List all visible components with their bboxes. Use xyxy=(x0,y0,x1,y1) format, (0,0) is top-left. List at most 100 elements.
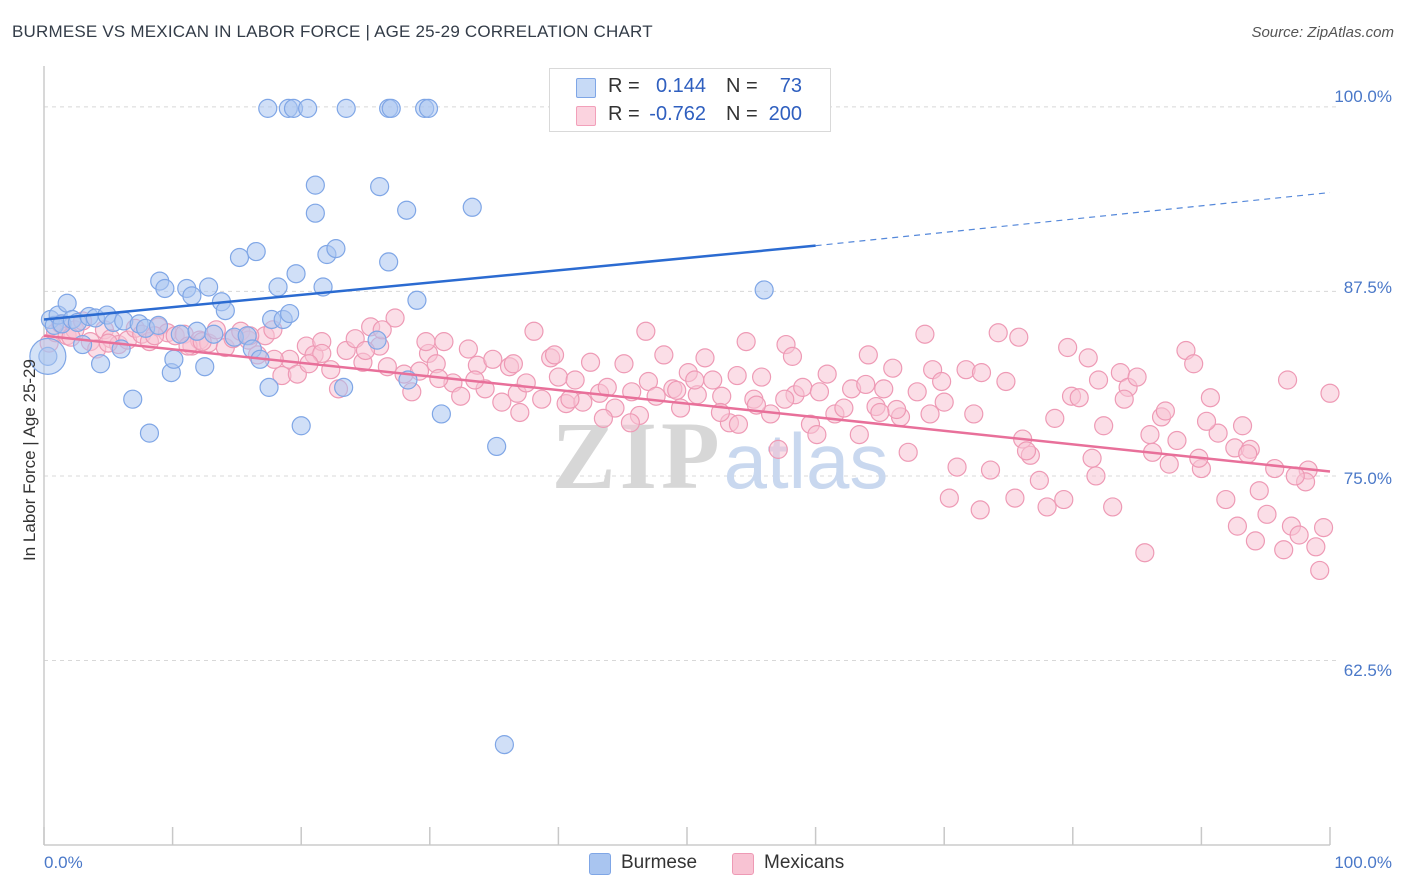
x-tick-label: 0.0% xyxy=(44,853,83,872)
mexicans-point xyxy=(809,382,830,402)
mexicans-point xyxy=(1054,489,1074,510)
mexicans-point xyxy=(1078,348,1098,368)
burmese-point xyxy=(195,357,215,377)
mexicans-point xyxy=(874,379,894,399)
burmese-point xyxy=(487,436,507,457)
mexicans-point xyxy=(548,367,569,387)
mexicans-point xyxy=(483,349,503,369)
mexicans-point xyxy=(1249,481,1269,501)
burmese-point xyxy=(381,98,401,118)
mexicans-point xyxy=(458,339,478,359)
mexicans-point xyxy=(947,457,967,477)
mexicans-point xyxy=(934,392,954,412)
burmese-point xyxy=(418,98,439,118)
mexicans-point xyxy=(1277,370,1298,390)
burmese-point xyxy=(123,389,143,409)
mexicans-point xyxy=(1103,497,1123,517)
legend-row-burmese: R = 0.144 N = 73 xyxy=(550,73,830,101)
mexicans-trend-line xyxy=(43,334,1331,473)
mexicans-point xyxy=(1058,337,1078,358)
mexicans-point xyxy=(1289,525,1309,545)
mexicans-point xyxy=(1016,441,1037,461)
mexicans-point xyxy=(1094,416,1114,436)
n-label: N = xyxy=(726,75,758,97)
y-axis-label: In Labor Force | Age 25-29 xyxy=(20,359,39,561)
burmese-point xyxy=(370,177,390,197)
mexicans-legend-swatch xyxy=(732,853,754,875)
mexicans-point xyxy=(782,346,803,366)
r-label: R = xyxy=(608,75,640,97)
chart-title: BURMESE VS MEXICAN IN LABOR FORCE | AGE … xyxy=(12,22,653,41)
mexicans-point xyxy=(667,380,687,400)
mexicans-point xyxy=(887,399,907,420)
burmese-point xyxy=(334,377,354,397)
mexicans-point xyxy=(1167,430,1187,451)
burmese-point xyxy=(57,293,77,313)
burmese-point xyxy=(204,324,224,344)
mexicans-point xyxy=(939,488,959,508)
mexicans-point xyxy=(1216,489,1236,510)
burmese-point xyxy=(291,416,311,436)
burmese-trend-extension xyxy=(815,191,1331,247)
mexicans-point xyxy=(1088,370,1109,390)
mexicans-point xyxy=(1320,383,1340,403)
burmese-point xyxy=(336,98,356,118)
mexicans-point xyxy=(858,345,878,365)
burmese-trend-line xyxy=(43,244,816,321)
mexicans-point xyxy=(524,321,544,341)
axes xyxy=(43,66,1331,846)
mexicans-point xyxy=(971,363,992,383)
burmese-point xyxy=(155,278,175,299)
mexicans-point xyxy=(856,374,876,395)
mexicans-point xyxy=(703,370,723,390)
burmese-point xyxy=(305,175,325,195)
mexicans-point xyxy=(1069,388,1089,408)
mexicans-point xyxy=(1159,454,1179,474)
mexicans-point xyxy=(1135,543,1155,563)
burmese-point xyxy=(90,354,111,374)
mexicans-point xyxy=(492,392,512,412)
y-tick-label: 62.5% xyxy=(1343,661,1392,680)
mexicans-point xyxy=(793,377,813,397)
mexicans-point xyxy=(807,425,827,445)
mexicans-point xyxy=(817,364,837,384)
burmese-legend-swatch xyxy=(589,853,611,875)
x-tick-label: 100.0% xyxy=(1334,853,1392,872)
mexicans-point xyxy=(510,402,530,423)
mexicans-point xyxy=(970,500,990,520)
mexicans-point xyxy=(451,386,471,406)
mexicans-point xyxy=(1127,367,1147,387)
r-label: R = xyxy=(608,103,640,125)
mexicans-point xyxy=(727,365,747,386)
mexicans-point xyxy=(544,345,565,365)
mexicans-point xyxy=(768,439,788,459)
mexicans-point xyxy=(1140,425,1160,445)
burmese-point-cluster xyxy=(29,337,67,375)
burmese-point xyxy=(258,98,278,118)
mexicans-point xyxy=(565,370,585,390)
burmese-points xyxy=(29,98,774,755)
mexicans-point xyxy=(907,382,927,402)
burmese-point xyxy=(305,203,325,223)
mexicans-point xyxy=(898,442,918,462)
n-value: 73 xyxy=(779,75,802,97)
mexicans-point xyxy=(434,332,454,352)
y-tick-label: 100.0% xyxy=(1334,87,1392,106)
mexicans-point xyxy=(1184,354,1204,374)
mexicans-point xyxy=(834,398,854,418)
burmese-point xyxy=(407,290,427,310)
mexicans-point xyxy=(1200,388,1221,408)
correlation-legend: R = 0.144 N = 73 R = -0.762 N = 200 xyxy=(549,68,831,132)
mexicans-point xyxy=(1196,411,1217,431)
mexicans-point xyxy=(920,404,940,424)
mexicans-point xyxy=(870,402,890,423)
mexicans-point xyxy=(1257,504,1277,524)
burmese-point xyxy=(367,330,387,350)
mexicans-point xyxy=(1005,488,1025,508)
mexicans-point xyxy=(416,332,436,352)
mexicans-point xyxy=(751,367,772,387)
mexicans-point xyxy=(932,371,952,392)
mexicans-point xyxy=(312,343,332,364)
mexicans-point xyxy=(1274,540,1294,560)
